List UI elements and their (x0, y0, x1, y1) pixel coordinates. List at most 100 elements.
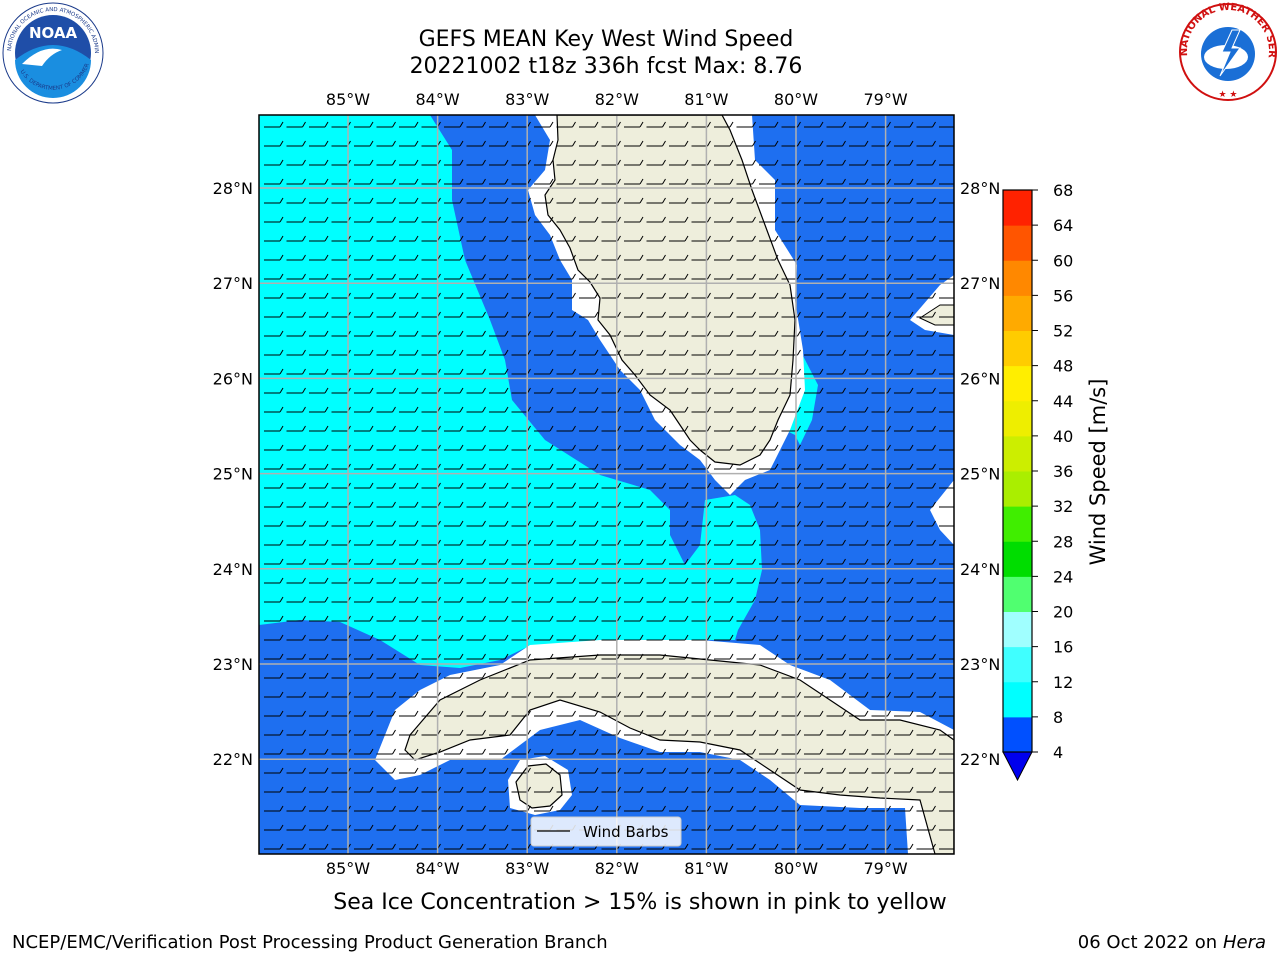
wind-barb (309, 425, 329, 432)
wind-barb (534, 767, 554, 774)
lat-label-left: 22°N (213, 750, 253, 769)
wind-barb (669, 672, 689, 679)
wind-barb (556, 444, 576, 451)
wind-barb (601, 254, 621, 261)
wind-barb (264, 634, 284, 641)
wind-barb (579, 577, 599, 584)
wind-barb (264, 767, 284, 774)
wind-barb (466, 178, 486, 185)
wind-barb (759, 729, 779, 736)
wind-barb (286, 482, 306, 489)
wind-barb (691, 786, 711, 793)
wind-barb (579, 444, 599, 451)
wind-barb (511, 634, 531, 641)
wind-barb (489, 387, 509, 394)
wind-barb (894, 710, 914, 717)
wind-barb (376, 292, 396, 299)
wind-barb (601, 691, 621, 698)
wind-barb (646, 577, 666, 584)
wind-barb (579, 121, 599, 128)
wind-barb (444, 786, 464, 793)
wind-barb (601, 672, 621, 679)
wind-barb (376, 501, 396, 508)
wind-barb (601, 767, 621, 774)
wind-barb (534, 748, 554, 755)
colorbar-segment (1003, 611, 1032, 648)
wind-barb (444, 273, 464, 280)
wind-barb (691, 444, 711, 451)
wind-barb (826, 178, 846, 185)
wind-barb (691, 463, 711, 470)
wind-barb (466, 235, 486, 242)
wind-barb (556, 406, 576, 413)
wind-barb (309, 216, 329, 223)
wind-barb (939, 715, 954, 717)
wind-barb (354, 843, 374, 850)
wind-barb (534, 653, 554, 660)
wind-barb (376, 767, 396, 774)
wind-barb (601, 311, 621, 318)
wind-barb (804, 463, 824, 470)
wind-barb (511, 311, 531, 318)
wind-barb (871, 235, 891, 242)
wind-barb (601, 292, 621, 299)
wind-barb (939, 772, 954, 774)
wind-barb (489, 710, 509, 717)
wind-barb (646, 710, 666, 717)
wind-barb (354, 406, 374, 413)
wind-barb (444, 577, 464, 584)
wind-barb (669, 273, 689, 280)
lat-label-left: 27°N (213, 274, 253, 293)
wind-barb (759, 596, 779, 603)
wind-barb (736, 634, 756, 641)
wind-barb (871, 482, 891, 489)
wind-barb (871, 824, 891, 831)
wind-barb (624, 615, 644, 622)
wind-barb (511, 463, 531, 470)
wind-barb (466, 292, 486, 299)
wind-barb (286, 140, 306, 147)
wind-barb (714, 159, 734, 166)
wind-barb (781, 482, 801, 489)
colorbar-tick-label: 40 (1053, 427, 1073, 446)
wind-barb (556, 311, 576, 318)
lat-label-right: 27°N (960, 274, 1000, 293)
wind-barb (399, 615, 419, 622)
wind-barb (871, 729, 891, 736)
colorbar-segment (1003, 225, 1032, 261)
wind-barb (399, 197, 419, 204)
wind-barb (781, 634, 801, 641)
wind-barb (894, 406, 914, 413)
wind-barb (264, 140, 284, 147)
wind-barb (264, 425, 284, 432)
wind-barb (466, 121, 486, 128)
wind-barb (264, 501, 284, 508)
lat-label-left: 25°N (213, 465, 253, 484)
wind-barb (894, 178, 914, 185)
wind-barb (826, 558, 846, 565)
wind-barb (579, 691, 599, 698)
wind-barb (939, 810, 954, 812)
wind-barb (714, 254, 734, 261)
wind-barb (354, 672, 374, 679)
lat-labels-right: 28°N 27°N 26°N 25°N 24°N 23°N 22°N (960, 179, 1000, 769)
wind-barb (354, 653, 374, 660)
wind-barb (511, 482, 531, 489)
wind-barb (601, 121, 621, 128)
wind-barb (871, 254, 891, 261)
wind-barb (286, 254, 306, 261)
wind-barb (444, 653, 464, 660)
wind-barb (556, 615, 576, 622)
wind-barb (939, 563, 954, 565)
wind-speed-8-12-region (259, 115, 762, 668)
wind-barb (601, 197, 621, 204)
wind-barb (624, 368, 644, 375)
wind-barb (669, 444, 689, 451)
wind-barb (781, 463, 801, 470)
wind-barb (781, 235, 801, 242)
wind-barb (354, 121, 374, 128)
wind-barb (894, 539, 914, 546)
wind-barb (376, 121, 396, 128)
wind-barb (894, 520, 914, 527)
wind-barb (736, 824, 756, 831)
